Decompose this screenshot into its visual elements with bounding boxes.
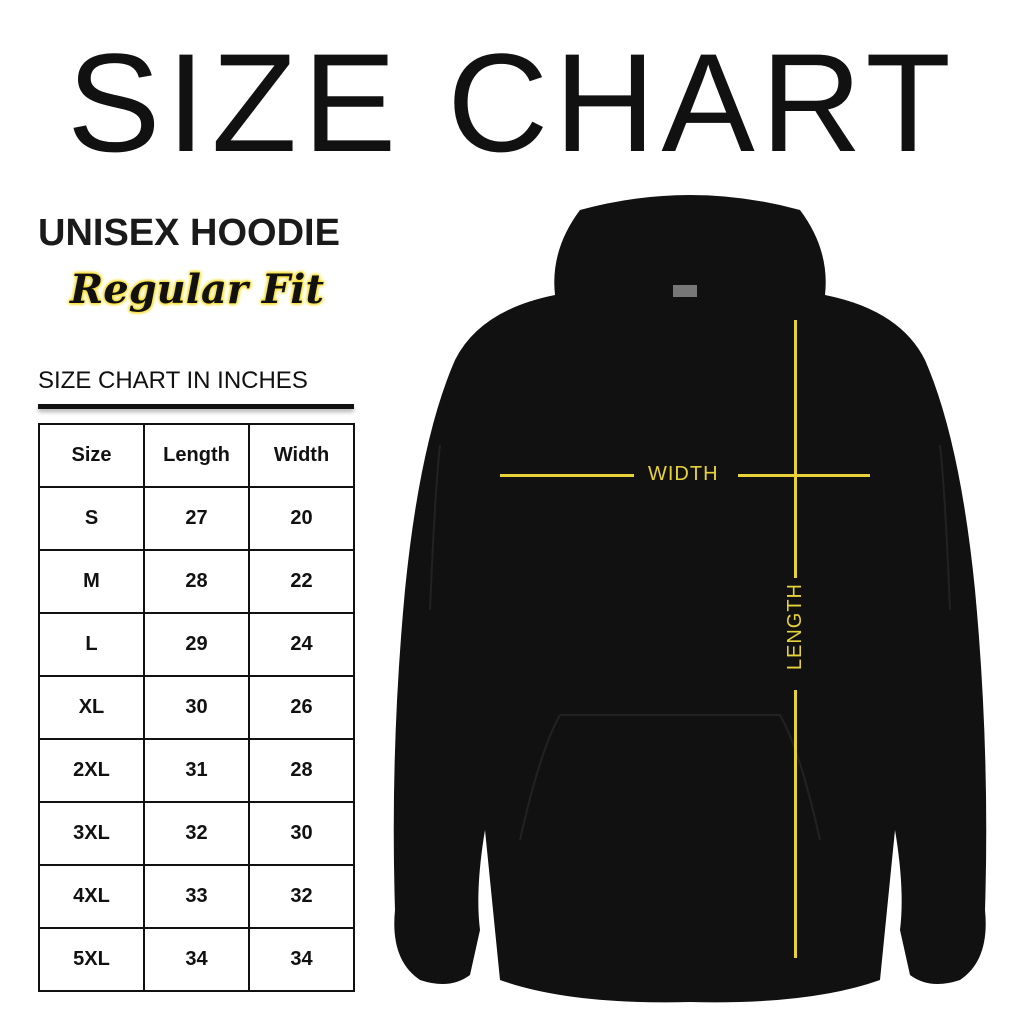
length-line-top — [794, 320, 797, 578]
size-cell: XL — [38, 675, 145, 740]
table-row: XL 30 26 — [38, 675, 355, 740]
table-row: S 27 20 — [38, 486, 355, 551]
width-label: WIDTH — [648, 463, 719, 485]
length-cell: 32 — [143, 801, 250, 866]
length-cell: 29 — [143, 612, 250, 677]
length-cell: 27 — [143, 486, 250, 551]
length-label: LENGTH — [784, 583, 806, 671]
length-cell: 34 — [143, 927, 250, 992]
width-cell: 30 — [248, 801, 355, 866]
length-cell: 28 — [143, 549, 250, 614]
heading-underline — [38, 404, 354, 409]
size-cell: S — [38, 486, 145, 551]
size-cell: 3XL — [38, 801, 145, 866]
width-line-right — [738, 474, 870, 477]
header-cell: Width — [248, 423, 355, 488]
width-cell: 20 — [248, 486, 355, 551]
product-name: UNISEX HOODIE — [38, 212, 340, 254]
length-cell: 31 — [143, 738, 250, 803]
table-row: L 29 24 — [38, 612, 355, 677]
width-cell: 24 — [248, 612, 355, 677]
length-cell: 33 — [143, 864, 250, 929]
unit-heading: SIZE CHART IN INCHES — [38, 367, 308, 394]
width-cell: 22 — [248, 549, 355, 614]
size-cell: 5XL — [38, 927, 145, 992]
size-cell: 4XL — [38, 864, 145, 929]
width-cell: 28 — [248, 738, 355, 803]
table-row: 5XL 34 34 — [38, 927, 355, 992]
table-row: 2XL 31 28 — [38, 738, 355, 803]
width-cell: 34 — [248, 927, 355, 992]
page-title: SIZE CHART — [67, 24, 957, 181]
table-header-row: Size Length Width — [38, 423, 355, 488]
length-line-bottom — [794, 690, 797, 958]
header-cell: Size — [38, 423, 145, 488]
size-table: Size Length Width S 27 20 M 28 22 L 29 24 XL 30 26 2… — [38, 423, 355, 992]
table-row: M 28 22 — [38, 549, 355, 614]
table-row: 3XL 32 30 — [38, 801, 355, 866]
size-cell: M — [38, 549, 145, 614]
hoodie-image — [393, 195, 987, 1003]
table-row: 4XL 33 32 — [38, 864, 355, 929]
size-cell: L — [38, 612, 145, 677]
length-cell: 30 — [143, 675, 250, 740]
width-cell: 32 — [248, 864, 355, 929]
width-cell: 26 — [248, 675, 355, 740]
width-line-left — [500, 474, 634, 477]
header-cell: Length — [143, 423, 250, 488]
fit-label: Regular Fit — [70, 266, 324, 313]
size-cell: 2XL — [38, 738, 145, 803]
